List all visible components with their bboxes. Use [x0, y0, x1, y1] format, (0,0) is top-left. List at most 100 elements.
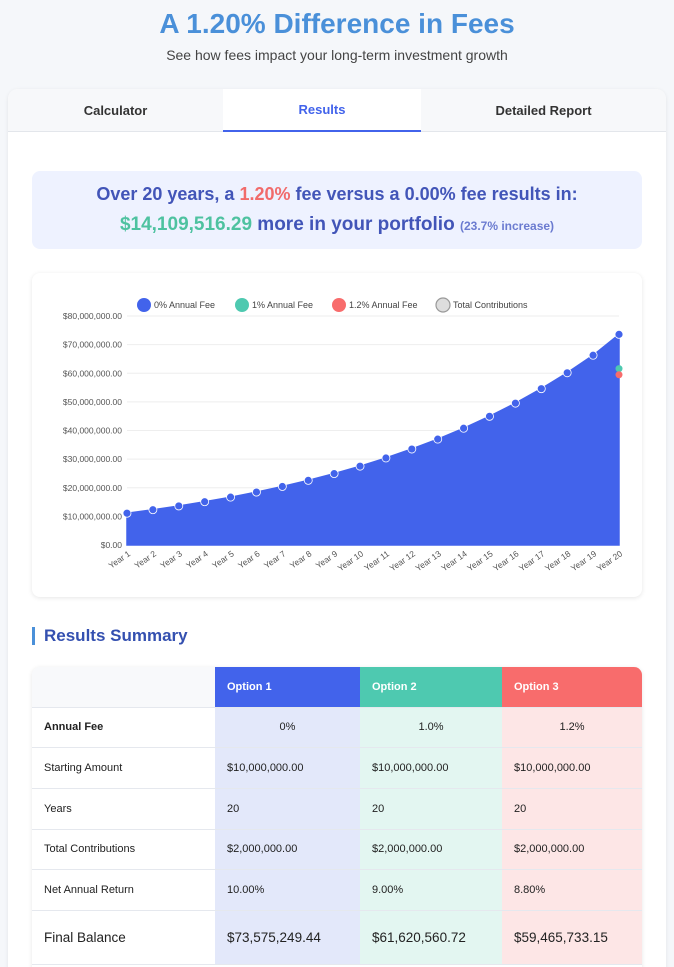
banner-line-2: $14,109,516.29 more in your portfolio (2…: [32, 214, 642, 236]
data-point: [200, 497, 210, 507]
y-tick-label: $20,000,000.00: [63, 483, 122, 493]
growth-chart: $0.00 $10,000,000.00 $20,000,000.00 $30,000…: [32, 273, 642, 597]
x-tick-label: Year 10: [336, 548, 366, 573]
data-point: [174, 501, 184, 511]
cell-option-3: $59,465,733.15: [502, 910, 642, 965]
cell-option-2: $2,000,000.00: [360, 829, 502, 871]
data-point: [122, 508, 132, 518]
x-tick-label: Year 15: [465, 548, 495, 573]
data-point: [407, 444, 417, 454]
data-point: [511, 398, 520, 408]
series-area-0pct-fee: [126, 332, 620, 546]
cell-option-3: 20: [502, 788, 642, 830]
x-tick-label: Year 7: [262, 548, 288, 570]
table-row: Net Annual Return 10.00% 9.00% 8.80%: [32, 869, 642, 911]
cell-option-1: 0%: [215, 707, 360, 749]
data-point: [562, 368, 572, 378]
y-tick-label: $70,000,000.00: [63, 340, 122, 350]
cell-option-3: 1.2%: [502, 707, 642, 749]
x-tick-label: Year 16: [491, 548, 521, 573]
y-tick-label: $10,000,000.00: [63, 511, 122, 521]
data-point: [536, 384, 546, 394]
x-tick-label: Year 2: [132, 548, 158, 570]
banner-text: more in your portfolio: [252, 214, 460, 235]
summary-banner: Over 20 years, a 1.20% fee versus a 0.00…: [32, 171, 642, 249]
x-tick-label: Year 19: [569, 548, 599, 573]
legend-swatch: [435, 297, 451, 313]
x-tick-label: Year 8: [288, 548, 314, 570]
legend-swatch: [332, 298, 346, 312]
data-point: [588, 350, 598, 360]
row-label: Final Balance: [32, 910, 215, 965]
data-point: [355, 461, 365, 471]
data-point: [303, 475, 313, 485]
banner-text: fee results in:: [455, 184, 578, 204]
x-tick-label: Year 9: [314, 548, 340, 570]
increase-percent: (23.7% increase): [459, 219, 555, 233]
legend-swatch: [235, 298, 249, 312]
data-point: [277, 482, 287, 491]
legend-label: 1% Annual Fee: [252, 300, 313, 310]
table-row: Starting Amount $10,000,000.00 $10,000,0…: [32, 747, 642, 789]
data-point: [381, 453, 391, 463]
data-point-end: [615, 365, 623, 373]
y-tick-label: $80,000,000.00: [63, 311, 122, 321]
y-tick-label: $30,000,000.00: [63, 454, 122, 464]
data-point: [433, 434, 443, 444]
legend-label: Total Contributions: [453, 300, 528, 310]
data-point: [148, 505, 158, 515]
x-tick-label: Year 4: [184, 548, 210, 570]
cell-option-1: $2,000,000.00: [215, 829, 360, 871]
cell-option-2: 1.0%: [360, 707, 502, 749]
banner-text: fee versus a: [290, 184, 405, 204]
table-header-row: Option 1 Option 2 Option 3: [32, 667, 642, 708]
cell-option-1: $73,575,249.44: [215, 910, 360, 965]
x-tick-label: Year 18: [543, 548, 573, 573]
y-tick-label: $40,000,000.00: [63, 426, 122, 436]
tab-detailed-report[interactable]: Detailed Report: [495, 102, 592, 118]
results-summary-heading: Results Summary: [32, 627, 188, 645]
cell-option-3: $2,000,000.00: [502, 829, 642, 871]
cell-option-3: 8.80%: [502, 869, 642, 911]
difference-amount: $14,109,516.29: [119, 214, 253, 235]
banner-text: Over 20 years, a: [96, 184, 240, 204]
x-tick-label: Year 20: [595, 548, 625, 573]
x-tick-label: Year 5: [210, 548, 236, 570]
cell-option-3: $10,000,000.00: [502, 747, 642, 789]
cell-option-1: 20: [215, 788, 360, 830]
cell-option-2: 9.00%: [360, 869, 502, 911]
data-point: [226, 492, 235, 502]
data-point: [459, 423, 469, 433]
data-point: [252, 487, 261, 497]
page-subtitle: See how fees impact your long-term inves…: [166, 47, 508, 63]
tab-results[interactable]: Results: [223, 89, 421, 132]
legend-label: 1.2% Annual Fee: [349, 300, 418, 310]
page-title: A 1.20% Difference in Fees: [159, 8, 515, 39]
header-option-2: Option 2: [360, 667, 502, 708]
y-tick-label: $60,000,000.00: [63, 368, 122, 378]
header-cell-empty: [32, 667, 215, 708]
legend-label: 0% Annual Fee: [154, 300, 215, 310]
x-tick-label: Year 14: [439, 548, 469, 573]
row-label: Starting Amount: [32, 747, 215, 789]
y-tick-label: $50,000,000.00: [63, 397, 122, 407]
legend-swatch: [137, 298, 151, 312]
data-point: [329, 469, 339, 479]
table-row-final-balance: Final Balance $73,575,249.44 $61,620,560…: [32, 910, 642, 965]
tab-calculator[interactable]: Calculator: [83, 102, 148, 118]
row-label: Years: [32, 788, 215, 830]
x-tick-label: Year 6: [236, 548, 262, 570]
header-option-1: Option 1: [215, 667, 360, 708]
results-table: Option 1 Option 2 Option 3 Annual Fee 0%…: [32, 667, 642, 967]
row-label: Net Annual Return: [32, 869, 215, 911]
table-row: Annual Fee 0% 1.0% 1.2%: [32, 707, 642, 749]
data-point: [614, 329, 624, 339]
cell-option-1: 10.00%: [215, 869, 360, 911]
cell-option-2: $10,000,000.00: [360, 747, 502, 789]
cell-option-2: 20: [360, 788, 502, 830]
x-tick-label: Year 11: [362, 548, 391, 573]
cell-option-1: $10,000,000.00: [215, 747, 360, 789]
x-tick-label: Year 3: [158, 548, 184, 570]
cell-option-2: $61,620,560.72: [360, 910, 502, 965]
row-label: Annual Fee: [32, 707, 215, 749]
